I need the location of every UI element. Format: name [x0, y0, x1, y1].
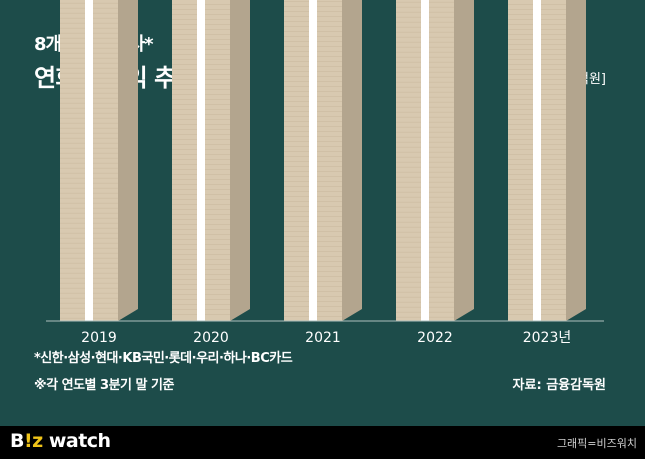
bar-band-front	[197, 0, 205, 321]
bar-side-face	[454, 0, 474, 321]
bar-2020: 8017	[172, 0, 250, 321]
bar-side-face	[566, 0, 586, 321]
x-tick-label: 2020	[193, 330, 229, 346]
bars-group: 7311 8017 8438 9162 9852	[60, 0, 586, 322]
footnote-companies: *신한·삼성·현대·KB국민·롯데·우리·하나·BC카드	[34, 351, 293, 366]
bar-side-face	[342, 0, 362, 321]
bar-2019: 7311	[60, 0, 138, 322]
bar-side-face	[118, 0, 138, 321]
graphic-credit: 그래픽=비즈워치	[556, 437, 637, 450]
bar-band-front	[533, 0, 541, 321]
logo-iz: !z	[23, 430, 43, 452]
bar-band-front	[309, 0, 317, 322]
x-tick-label: 2022	[417, 330, 453, 346]
x-tick-label: 2019	[81, 330, 117, 346]
bar-side-face	[230, 0, 250, 321]
x-tick-label: 2021	[305, 330, 341, 346]
x-tick-label: 2023년	[523, 330, 572, 346]
bar-2023년: 9852	[508, 0, 586, 321]
x-tick-labels: 2019 2020 2021 2022 2023년	[81, 330, 571, 346]
bar-2021: 8438	[284, 0, 362, 322]
bar-2022: 9162	[396, 0, 474, 322]
footnote-basis: ※각 연도별 3분기 말 기준	[34, 378, 174, 393]
logo-b: B	[10, 430, 24, 452]
bar-band-front	[85, 0, 93, 322]
footer-bar: B!z watch 그래픽=비즈워치	[0, 426, 645, 459]
source-label: 자료: 금융감독원	[512, 378, 606, 393]
logo-rest: watch	[42, 430, 111, 452]
bar-band-front	[421, 0, 429, 322]
bizwatch-logo: B!z watch	[10, 430, 111, 452]
